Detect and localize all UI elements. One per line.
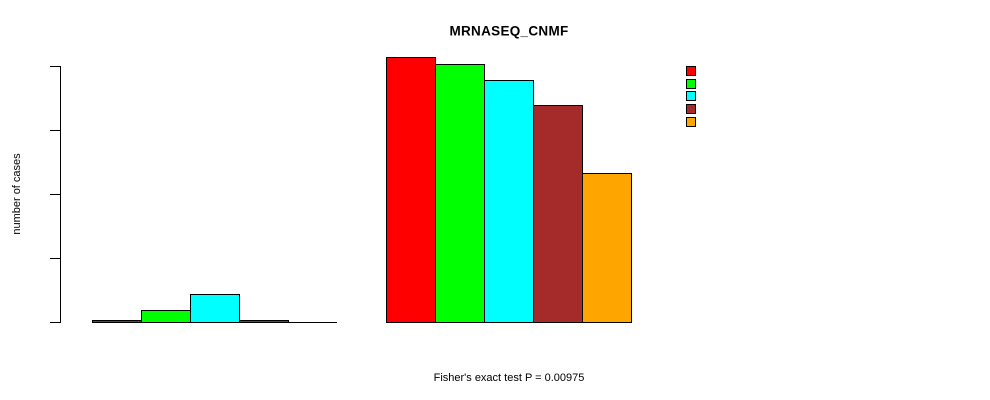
bar-clus_1-wild-type bbox=[386, 57, 436, 323]
fisher-test-footnote: Fisher's exact test P = 0.00975 bbox=[433, 372, 585, 384]
legend-swatch-clus_3 bbox=[686, 91, 696, 102]
legend-swatch-clus_4 bbox=[686, 104, 696, 115]
legend-swatch-clus_5 bbox=[686, 116, 696, 127]
y-axis-tick bbox=[50, 258, 60, 259]
y-axis-tick bbox=[50, 322, 60, 323]
bar-clus_1-mutated bbox=[92, 320, 142, 323]
y-axis-tick bbox=[50, 66, 60, 67]
bar-clus_4-mutated bbox=[239, 320, 289, 323]
y-axis-label: number of cases bbox=[11, 153, 23, 235]
bar-clus_3-wild-type bbox=[484, 80, 534, 323]
bar-clus_2-wild-type bbox=[435, 64, 485, 323]
legend-swatch-clus_2 bbox=[686, 78, 696, 89]
y-axis-tick bbox=[50, 130, 60, 131]
bar-clus_5-wild-type bbox=[582, 173, 632, 323]
y-axis-line bbox=[60, 66, 61, 323]
chart-title: MRNASEQ_CNMF bbox=[449, 23, 569, 39]
y-axis-tick bbox=[50, 194, 60, 195]
bar-clus_3-mutated bbox=[190, 294, 240, 323]
bar-clus_2-mutated bbox=[141, 310, 191, 323]
legend-swatch-clus_1 bbox=[686, 66, 696, 76]
bar-clus_4-wild-type bbox=[533, 105, 583, 323]
